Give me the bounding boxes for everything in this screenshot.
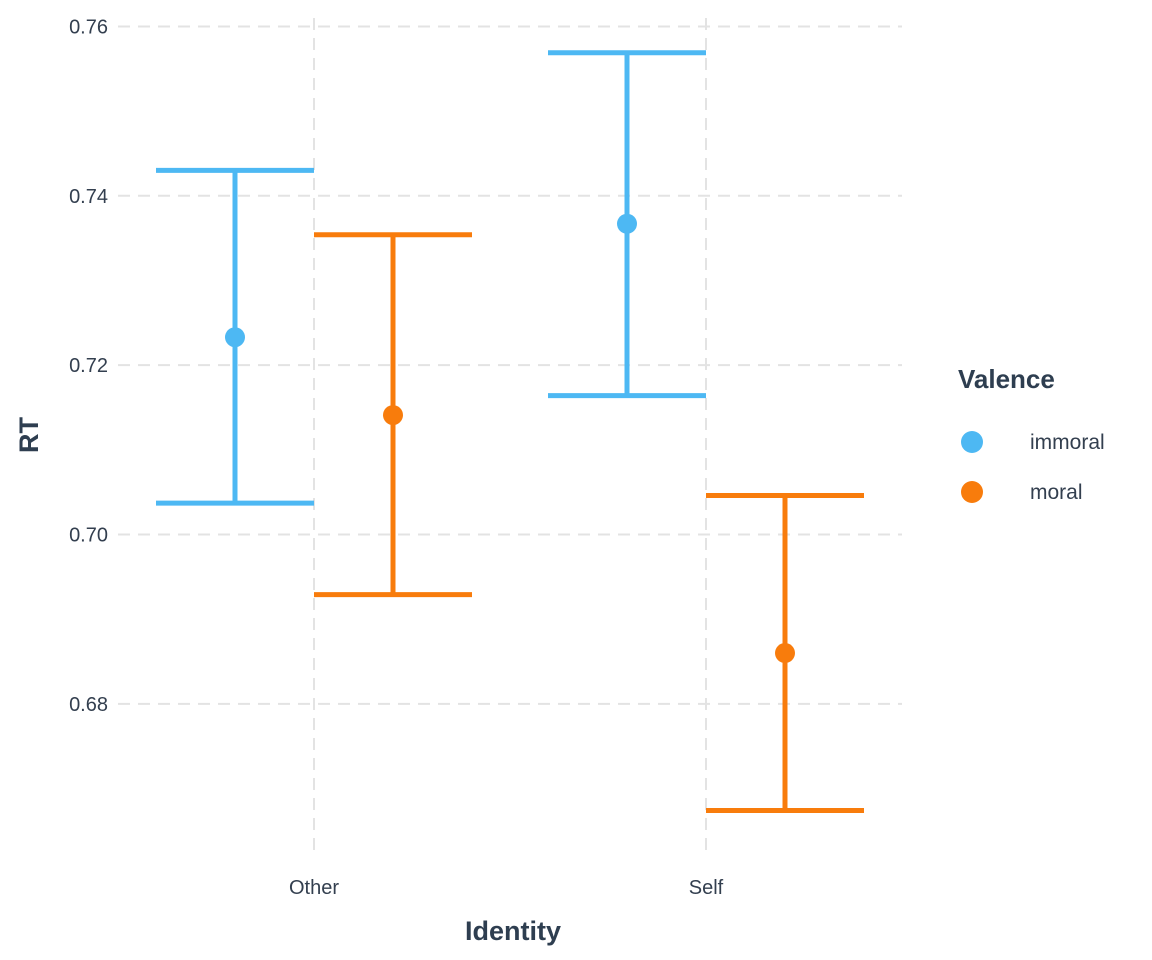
legend: Valence immoral moral [958,364,1105,504]
x-tick-labels: Other Self [289,877,724,899]
errorbar-immoral-self [548,50,706,399]
errorbar-moral-self [706,493,864,814]
errorbar-immoral-other [156,167,314,506]
x-axis-title: Identity [465,916,561,946]
grid-layer [118,18,902,852]
legend-item-moral: moral [961,481,1083,504]
data-point [617,213,637,234]
plot-marks [156,50,864,814]
legend-key [961,481,983,503]
y-axis-title: RT [14,417,44,453]
legend-item-immoral: immoral [961,431,1105,454]
errorbar-moral-other [314,232,472,598]
data-point [383,405,403,426]
legend-label: moral [1030,481,1083,504]
y-tick-label: 0.72 [69,355,108,377]
legend-items: immoral moral [961,431,1105,504]
legend-title: Valence [958,364,1055,394]
y-tick-label: 0.74 [69,186,108,208]
y-tick-label: 0.70 [69,524,108,546]
data-point [775,643,795,664]
legend-key [961,431,983,453]
y-tick-labels: 0.68 0.70 0.72 0.74 0.76 [69,16,108,715]
y-tick-label: 0.68 [69,694,108,716]
data-point [225,327,245,348]
x-tick-label: Self [689,877,724,899]
legend-label: immoral [1030,431,1105,454]
x-tick-label: Other [289,877,339,899]
y-tick-label: 0.76 [69,16,108,38]
